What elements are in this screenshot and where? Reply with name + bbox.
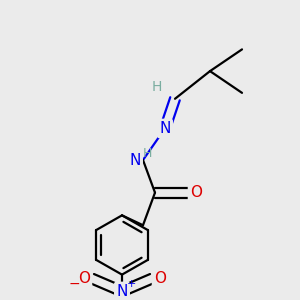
Text: O: O	[190, 185, 202, 200]
Text: O: O	[154, 271, 166, 286]
Text: −: −	[68, 277, 80, 290]
Text: +: +	[126, 278, 136, 289]
Text: O: O	[78, 271, 90, 286]
Text: N: N	[116, 284, 128, 299]
Text: H: H	[152, 80, 162, 94]
Text: N: N	[159, 121, 171, 136]
Text: N: N	[129, 152, 141, 167]
Text: H: H	[142, 147, 152, 160]
